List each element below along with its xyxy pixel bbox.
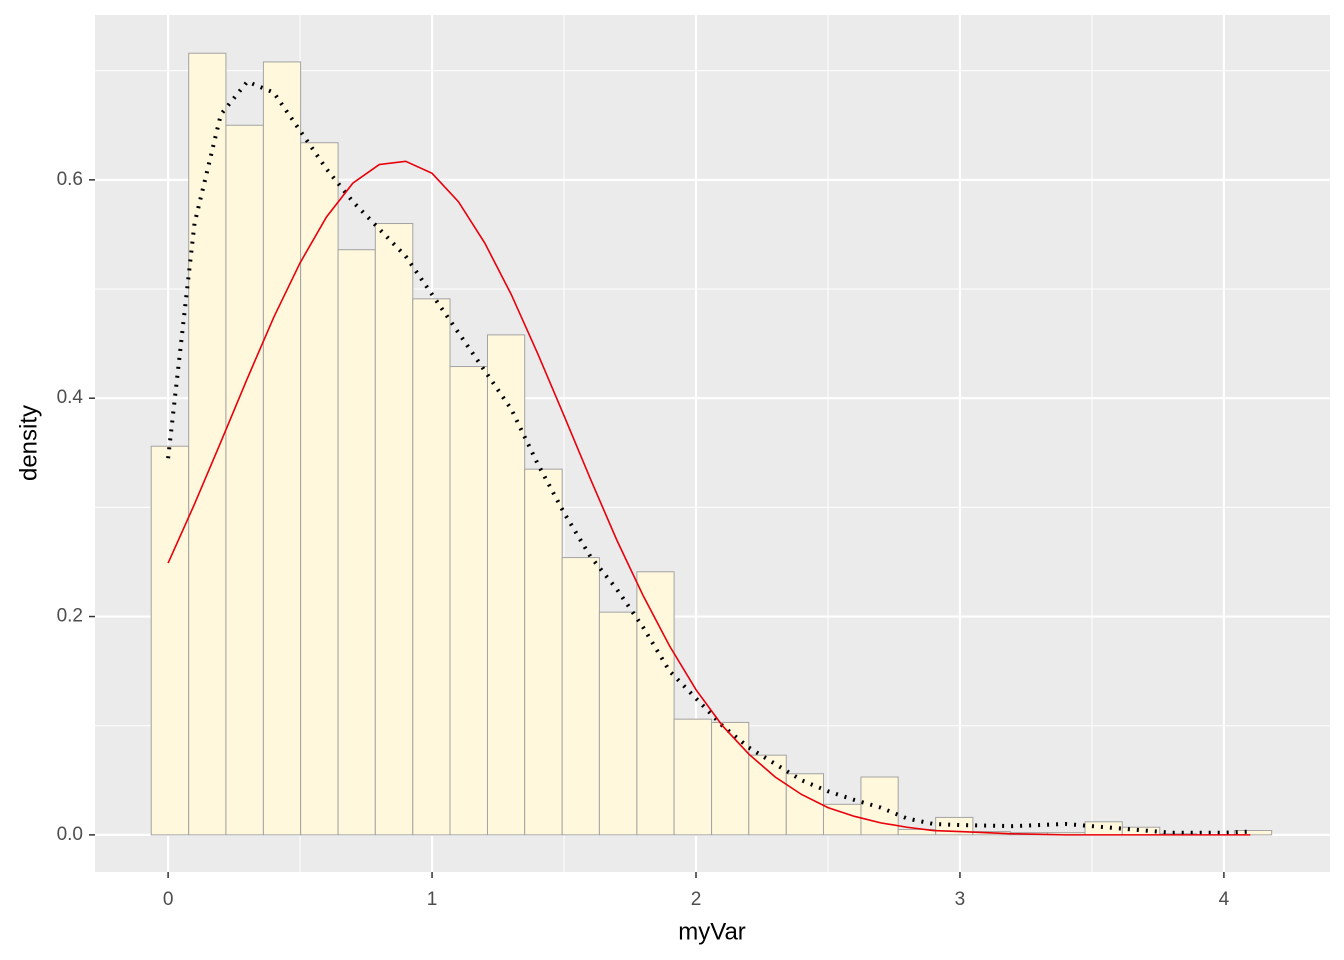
bar xyxy=(636,571,675,836)
y-axis-title: density xyxy=(15,405,42,481)
bar xyxy=(449,366,488,836)
x-axis-title: myVar xyxy=(678,918,746,945)
bar xyxy=(300,142,339,836)
bar xyxy=(673,718,713,836)
y-tick-label: 0.2 xyxy=(57,606,83,627)
density-line xyxy=(166,79,1251,835)
bar xyxy=(1233,830,1273,836)
bar xyxy=(785,773,824,836)
y-tick-label: 0.4 xyxy=(57,387,84,408)
y-tick-label: 0.0 xyxy=(57,824,83,845)
x-tick-label: 0 xyxy=(163,889,174,910)
bar xyxy=(1084,821,1123,836)
bar xyxy=(486,334,526,836)
x-tick-label: 1 xyxy=(427,889,438,910)
x-tick-label: 3 xyxy=(955,889,966,910)
bar xyxy=(262,61,302,836)
bar xyxy=(150,445,190,836)
bar xyxy=(822,803,862,836)
bar xyxy=(711,721,750,836)
bar xyxy=(337,249,376,836)
bar xyxy=(374,223,414,836)
bar xyxy=(561,557,600,836)
x-tick-label: 4 xyxy=(1219,889,1230,910)
y-tick-label: 0.6 xyxy=(57,169,83,190)
normal-line xyxy=(167,160,1251,836)
x-tick-label: 2 xyxy=(691,889,702,910)
bar xyxy=(412,298,451,836)
bar xyxy=(225,124,264,836)
bar xyxy=(524,468,563,836)
bar xyxy=(598,611,638,836)
